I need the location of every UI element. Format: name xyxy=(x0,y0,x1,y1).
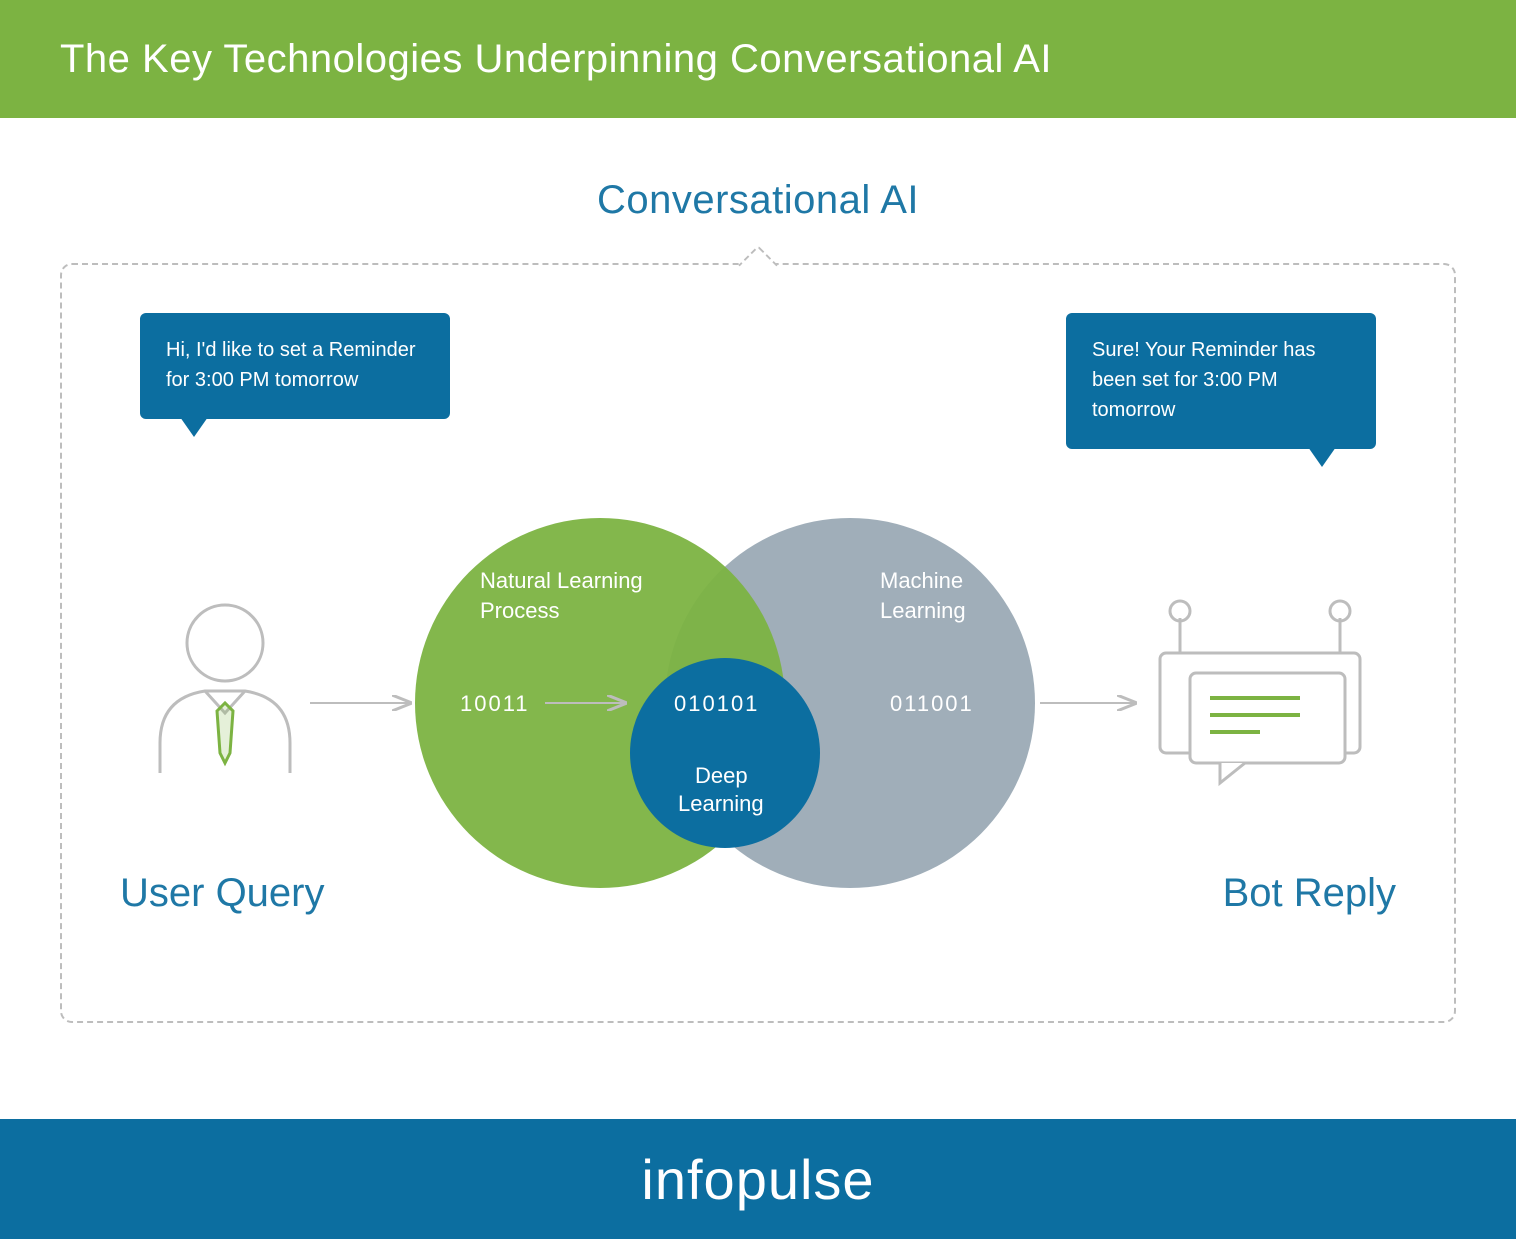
diagram-canvas: Hi, I'd like to set a Reminder for 3:00 … xyxy=(60,253,1456,1043)
user-label: User Query xyxy=(120,871,325,916)
section-subtitle: Conversational AI xyxy=(0,178,1516,223)
user-icon xyxy=(160,605,290,773)
venn-small-circle xyxy=(630,658,820,848)
venn-small-label-1: Deep xyxy=(695,763,748,788)
venn-right-label-1: Machine xyxy=(880,568,963,593)
bot-label: Bot Reply xyxy=(1223,871,1396,916)
venn-left-label-2: Process xyxy=(480,598,559,623)
venn-small-label-2: Learning xyxy=(678,791,764,816)
diagram-svg: Natural Learning Process Machine Learnin… xyxy=(60,253,1456,1043)
binary-left: 10011 xyxy=(460,691,530,716)
footer-bar: infopulse xyxy=(0,1119,1516,1239)
header-bar: The Key Technologies Underpinning Conver… xyxy=(0,0,1516,118)
binary-center: 010101 xyxy=(674,691,759,716)
page-title: The Key Technologies Underpinning Conver… xyxy=(60,37,1052,82)
bot-icon xyxy=(1160,601,1360,783)
footer-brand: infopulse xyxy=(641,1147,874,1212)
venn-left-label-1: Natural Learning xyxy=(480,568,643,593)
binary-right: 011001 xyxy=(890,691,974,716)
venn-right-label-2: Learning xyxy=(880,598,966,623)
